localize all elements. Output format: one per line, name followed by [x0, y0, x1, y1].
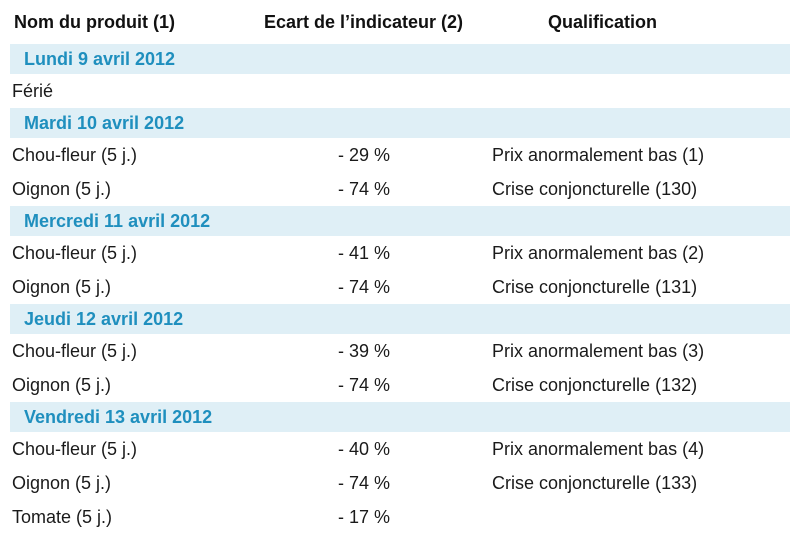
- product-cell: Chou-fleur (5 j.): [12, 438, 138, 459]
- table-row: Férié: [0, 74, 800, 108]
- product-cell: Chou-fleur (5 j.): [12, 144, 138, 165]
- gap-cell: - 74 %: [338, 374, 391, 395]
- product-cell: Oignon (5 j.): [12, 472, 112, 493]
- product-cell: Oignon (5 j.): [12, 374, 112, 395]
- table-row: Oignon (5 j.) - 74 % Crise conjoncturell…: [0, 368, 800, 402]
- table-row: Tomate (5 j.) - 17 %: [0, 500, 800, 534]
- product-cell: Tomate (5 j.): [12, 506, 113, 527]
- table-row: Chou-fleur (5 j.) - 40 % Prix anormaleme…: [0, 432, 800, 466]
- qualification-cell: Prix anormalement bas (1): [492, 144, 705, 165]
- product-cell: Chou-fleur (5 j.): [12, 340, 138, 361]
- day-heading: Mercredi 11 avril 2012: [10, 206, 790, 236]
- qualification-cell: Crise conjoncturelle (130): [492, 178, 698, 199]
- qualification-cell: Crise conjoncturelle (133): [492, 472, 698, 493]
- header-qualification: Qualification: [548, 11, 658, 32]
- header-product: Nom du produit (1): [14, 11, 175, 32]
- qualification-cell: Crise conjoncturelle (132): [492, 374, 698, 395]
- gap-cell: - 29 %: [338, 144, 391, 165]
- table-row: Oignon (5 j.) - 74 % Crise conjoncturell…: [0, 270, 800, 304]
- gap-cell: - 74 %: [338, 276, 391, 297]
- gap-cell: - 41 %: [338, 242, 391, 263]
- gap-cell: - 74 %: [338, 178, 391, 199]
- product-cell: Oignon (5 j.): [12, 276, 112, 297]
- gap-cell: - 39 %: [338, 340, 391, 361]
- qualification-cell: Prix anormalement bas (3): [492, 340, 705, 361]
- gap-cell: - 17 %: [338, 506, 391, 527]
- product-cell: Férié: [12, 80, 54, 101]
- table-row: Chou-fleur (5 j.) - 29 % Prix anormaleme…: [0, 138, 800, 172]
- day-heading: Jeudi 12 avril 2012: [10, 304, 790, 334]
- table-row: Oignon (5 j.) - 74 % Crise conjoncturell…: [0, 172, 800, 206]
- product-cell: Oignon (5 j.): [12, 178, 112, 199]
- gap-cell: - 40 %: [338, 438, 391, 459]
- table-row: Chou-fleur (5 j.) - 39 % Prix anormaleme…: [0, 334, 800, 368]
- day-heading: Mardi 10 avril 2012: [10, 108, 790, 138]
- table-row: Oignon (5 j.) - 74 % Crise conjoncturell…: [0, 466, 800, 500]
- qualification-cell: Prix anormalement bas (2): [492, 242, 705, 263]
- qualification-cell: Crise conjoncturelle (131): [492, 276, 698, 297]
- table-header: Nom du produit (1) Ecart de l’indicateur…: [0, 0, 800, 44]
- day-heading: Lundi 9 avril 2012: [10, 44, 790, 74]
- qualification-cell: Prix anormalement bas (4): [492, 438, 705, 459]
- day-heading: Vendredi 13 avril 2012: [10, 402, 790, 432]
- header-indicator-gap: Ecart de l’indicateur (2): [264, 11, 464, 32]
- gap-cell: - 74 %: [338, 472, 391, 493]
- table-row: Chou-fleur (5 j.) - 41 % Prix anormaleme…: [0, 236, 800, 270]
- product-cell: Chou-fleur (5 j.): [12, 242, 138, 263]
